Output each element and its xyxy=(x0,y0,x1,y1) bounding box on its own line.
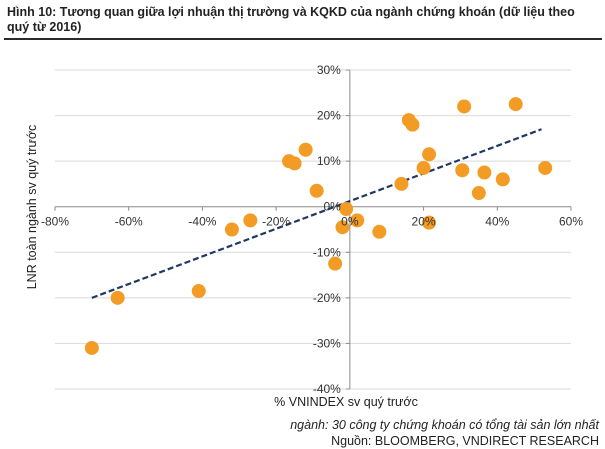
source-note: Nguồn: BLOOMBERG, VNDIRECT RESEARCH xyxy=(331,434,599,448)
gridlines xyxy=(55,69,571,390)
data-point xyxy=(339,201,354,216)
x-tick-label: 0% xyxy=(341,215,359,229)
y-tick-label: -30% xyxy=(313,336,341,350)
x-axis-label: % VNINDEX sv quý trước xyxy=(274,395,418,409)
axes xyxy=(54,69,572,390)
figure-title: Hình 10: Tương quan giữa lợi nhuận thị t… xyxy=(7,5,575,34)
trendline-group xyxy=(91,128,542,299)
data-point xyxy=(471,186,486,201)
data-point xyxy=(84,340,99,355)
data-point xyxy=(328,256,343,271)
data-point xyxy=(455,163,470,178)
x-tick-label: -20% xyxy=(262,215,290,229)
y-tick-label: 20% xyxy=(317,109,341,123)
y-tick-label: -40% xyxy=(313,382,341,396)
data-point xyxy=(508,97,523,112)
data-point xyxy=(309,183,324,198)
data-point xyxy=(298,142,313,157)
data-point xyxy=(287,156,302,171)
x-tick-label: -80% xyxy=(41,215,69,229)
y-tick-label: 0% xyxy=(324,200,342,214)
data-point xyxy=(372,224,387,239)
y-tick-label: -10% xyxy=(313,245,341,259)
x-tick-label: -60% xyxy=(115,215,143,229)
tick-labels: -80% -60% -40% -20% 0% 20% 40% 60% -40% -30% -20% -… xyxy=(41,63,583,396)
x-tick-label: 60% xyxy=(559,215,583,229)
data-point xyxy=(405,117,420,132)
data-point xyxy=(335,220,350,235)
data-point xyxy=(422,147,437,162)
data-point xyxy=(457,99,472,114)
trendline xyxy=(91,128,542,299)
y-tick-label: -20% xyxy=(313,291,341,305)
data-point xyxy=(394,176,409,191)
data-point xyxy=(110,290,125,305)
data-point xyxy=(243,213,258,228)
footnote: ngành: 30 công ty chứng khoán có tổng tà… xyxy=(290,418,599,432)
data-point xyxy=(477,165,492,180)
x-tick-label: -40% xyxy=(188,215,216,229)
x-tick-label: 40% xyxy=(485,215,509,229)
data-points xyxy=(84,97,553,355)
data-point xyxy=(224,222,239,237)
data-point xyxy=(350,213,365,228)
y-axis-label: LNR toàn ngành sv quý trước xyxy=(25,125,39,290)
data-point xyxy=(538,160,553,175)
data-point xyxy=(495,172,510,187)
x-tick-label: 20% xyxy=(412,215,436,229)
data-point xyxy=(416,160,431,175)
data-point xyxy=(191,284,206,299)
y-tick-label: 10% xyxy=(317,154,341,168)
y-tick-label: 30% xyxy=(317,63,341,77)
data-point xyxy=(422,215,437,230)
title-divider xyxy=(4,38,602,40)
